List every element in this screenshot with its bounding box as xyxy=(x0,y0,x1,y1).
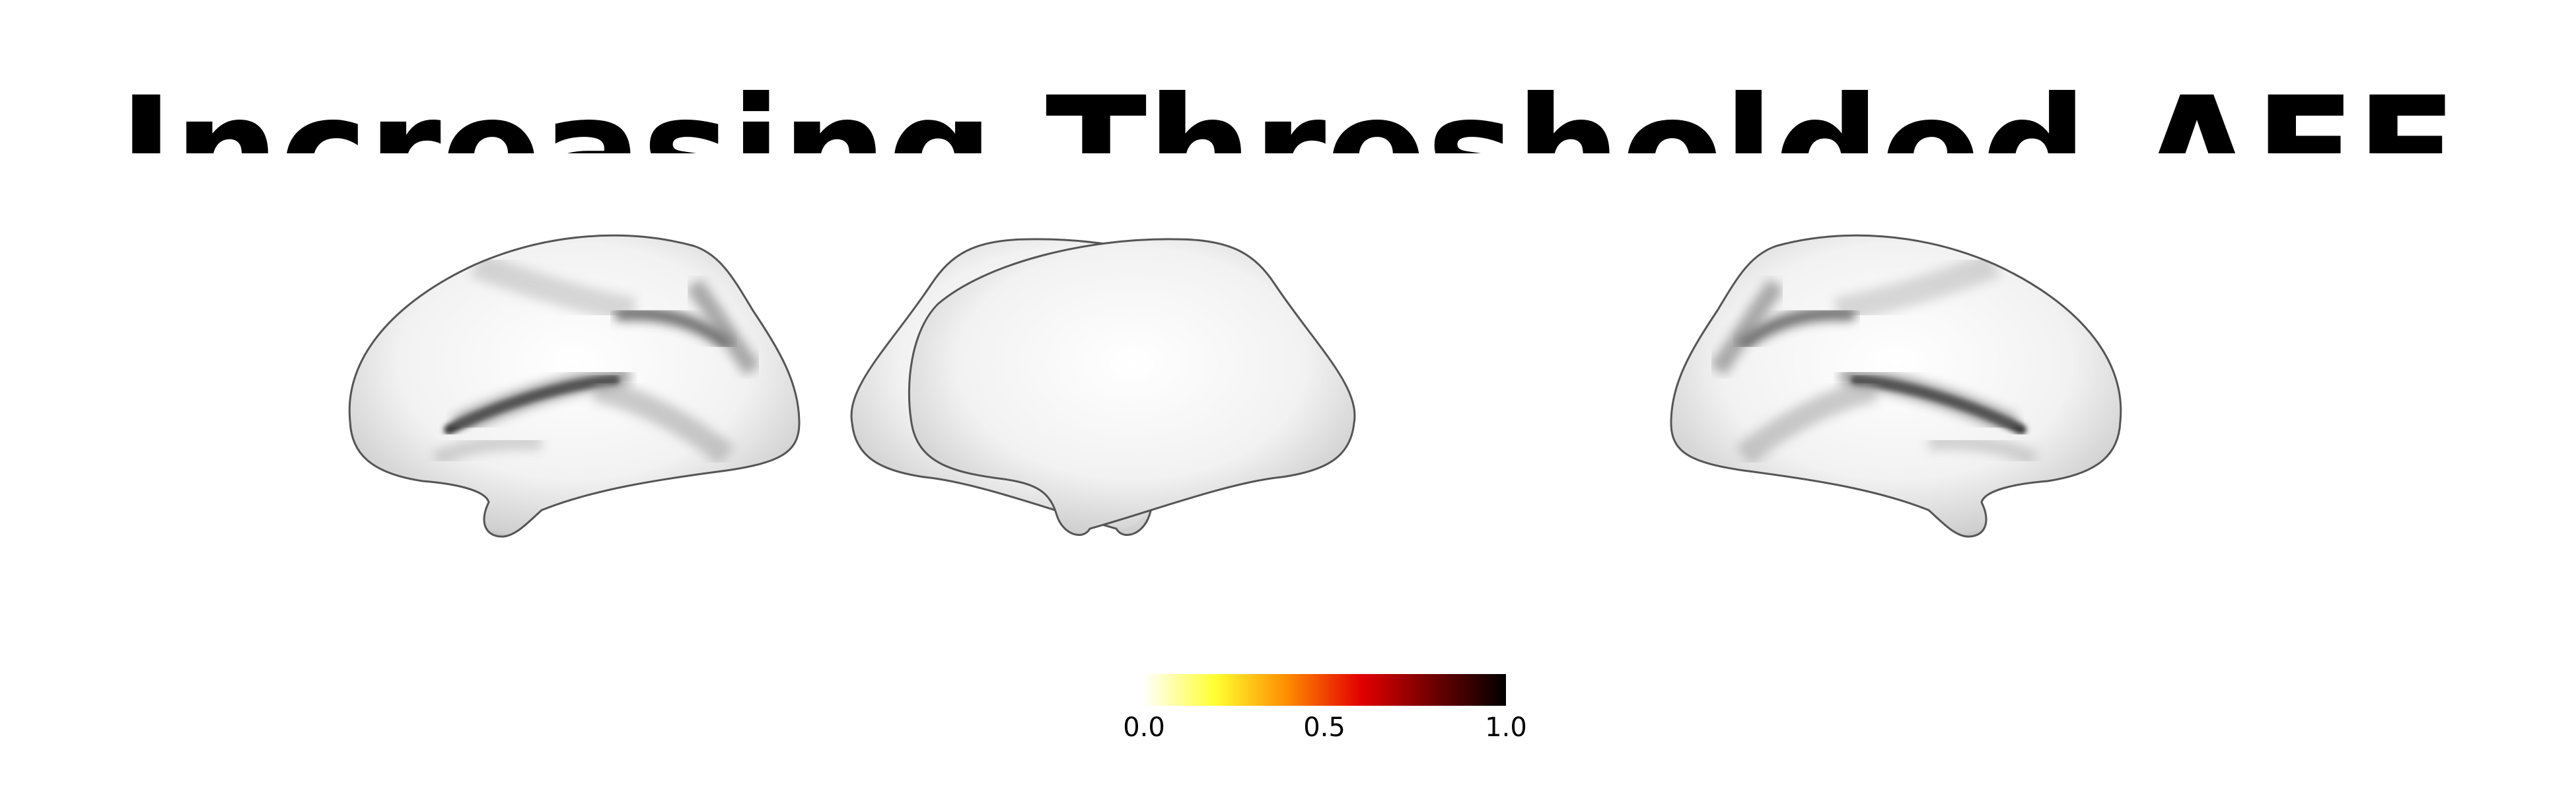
colorbar-tick-mid: 0.5 xyxy=(1303,712,1345,743)
figure-title-clip: Increasing Thresholded AFE xyxy=(0,0,2576,154)
figure-title: Increasing Thresholded AFE xyxy=(118,65,2458,154)
colorbar-tick-min: 0.0 xyxy=(1123,712,1165,743)
colorbar xyxy=(1143,674,1506,706)
colorbar-tick-max: 1.0 xyxy=(1485,712,1527,743)
right-lateral-view xyxy=(1670,234,2122,538)
left-lateral-view xyxy=(348,234,801,538)
